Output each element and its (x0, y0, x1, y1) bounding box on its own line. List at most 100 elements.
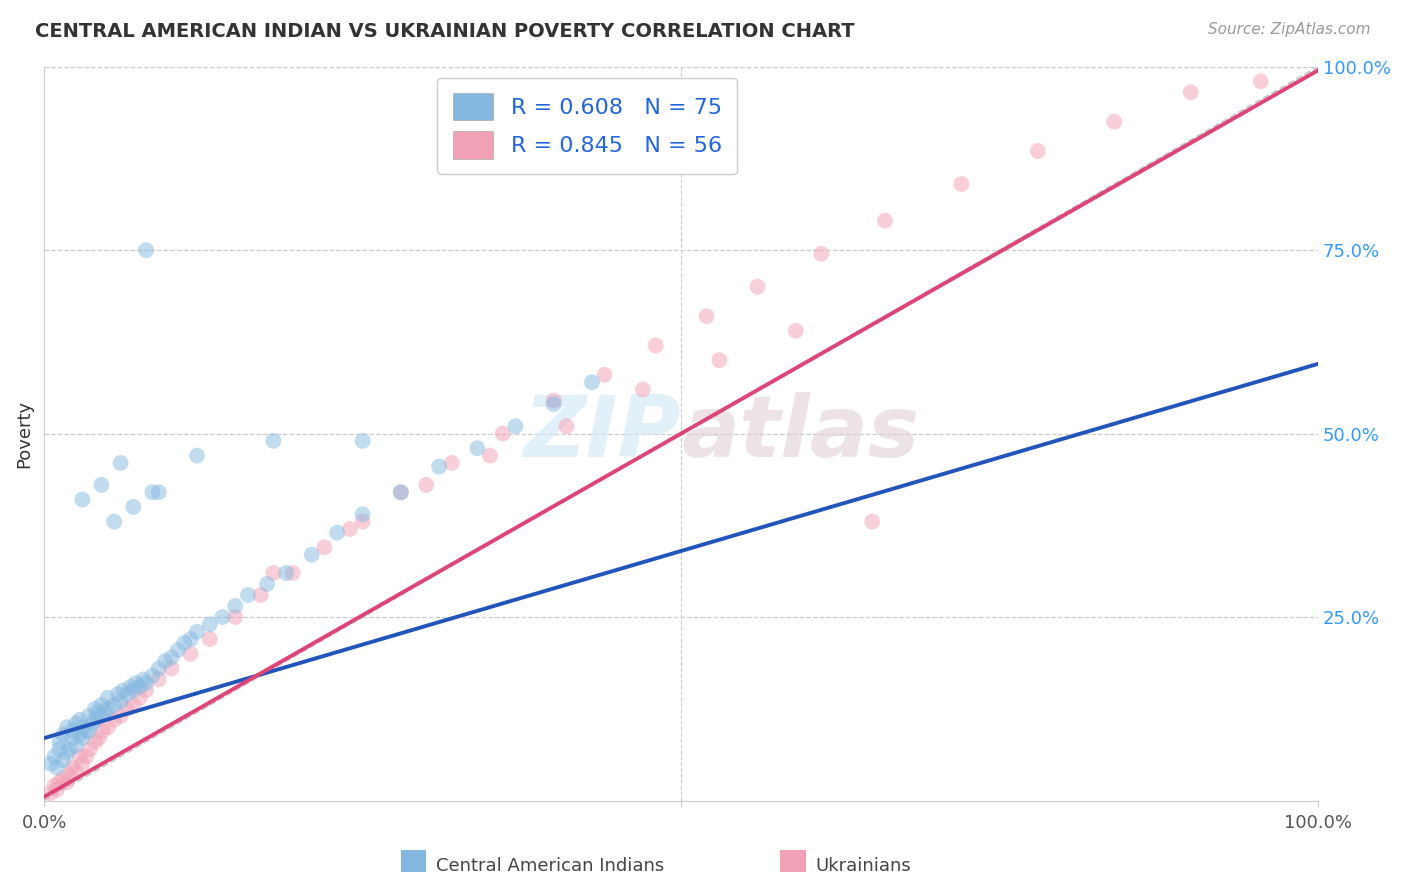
Point (65, 716, 87, 731)
Point (211, 610, 233, 624)
Point (415, 478, 437, 492)
Point (115, 687, 138, 701)
Point (48, 775, 70, 789)
Point (45, 760, 67, 774)
Point (90, 698, 112, 712)
Point (352, 434, 374, 448)
Point (153, 654, 176, 668)
Point (810, 246, 832, 260)
Text: Ukrainians: Ukrainians (815, 857, 911, 875)
Point (950, 177, 973, 191)
Point (148, 673, 170, 687)
Point (97, 720, 120, 734)
Point (440, 456, 463, 470)
Text: Central American Indians: Central American Indians (436, 857, 664, 875)
Point (135, 243, 157, 257)
Point (709, 353, 731, 368)
Point (249, 588, 271, 602)
Point (352, 508, 374, 522)
Point (1180, 85, 1202, 99)
Point (135, 676, 157, 690)
Point (122, 698, 145, 712)
Point (90, 478, 112, 492)
Point (135, 683, 157, 698)
Point (77, 709, 100, 723)
Point (122, 500, 145, 514)
Point (581, 375, 603, 389)
Point (186, 449, 208, 463)
Point (94, 706, 117, 720)
Point (110, 709, 132, 723)
Point (60, 731, 83, 745)
Text: Source: ZipAtlas.com: Source: ZipAtlas.com (1208, 22, 1371, 37)
Point (180, 647, 202, 661)
Point (180, 632, 202, 646)
Point (73, 723, 96, 738)
Point (91, 723, 114, 738)
Point (60, 723, 83, 738)
Point (173, 636, 195, 650)
Point (52, 753, 75, 767)
Point (276, 566, 298, 580)
Point (224, 610, 246, 624)
Point (39, 786, 62, 800)
Point (262, 566, 284, 580)
Point (747, 279, 769, 293)
Point (128, 690, 150, 705)
Point (262, 434, 284, 448)
Point (72, 720, 94, 734)
Point (75, 749, 97, 764)
Point (128, 680, 150, 694)
Point (97, 702, 120, 716)
Point (72, 756, 94, 771)
Point (860, 515, 883, 529)
Point (696, 309, 718, 323)
Point (44, 749, 66, 764)
Point (56, 720, 79, 734)
Point (301, 548, 323, 562)
Point (120, 680, 142, 694)
Point (103, 713, 125, 727)
Point (69, 727, 91, 741)
Y-axis label: Poverty: Poverty (15, 400, 32, 467)
Legend: R = 0.608   N = 75, R = 0.845   N = 56: R = 0.608 N = 75, R = 0.845 N = 56 (437, 78, 737, 174)
Point (77, 723, 100, 738)
Point (72, 731, 94, 745)
Point (644, 338, 666, 352)
Point (352, 515, 374, 529)
Point (84, 702, 107, 716)
Point (45, 782, 67, 797)
Point (224, 599, 246, 613)
Point (198, 632, 221, 646)
Point (122, 683, 145, 698)
Point (103, 698, 125, 712)
Point (69, 713, 91, 727)
Point (148, 661, 170, 675)
Point (160, 650, 183, 665)
Point (60, 760, 83, 774)
Point (84, 735, 107, 749)
Point (281, 566, 304, 580)
Point (505, 419, 527, 434)
Point (82, 716, 104, 731)
Point (141, 485, 163, 500)
Point (39, 756, 62, 771)
Point (110, 456, 132, 470)
Point (479, 449, 502, 463)
Point (125, 676, 148, 690)
Point (198, 617, 221, 632)
Point (86, 706, 108, 720)
Point (141, 669, 163, 683)
Point (84, 713, 107, 727)
Point (465, 442, 488, 456)
Point (160, 661, 183, 675)
Point (103, 515, 125, 529)
Point (115, 702, 138, 716)
Point (236, 588, 259, 602)
Point (314, 541, 336, 555)
Point (97, 690, 120, 705)
Point (555, 419, 578, 434)
Point (389, 485, 412, 500)
Point (69, 749, 91, 764)
Point (110, 694, 132, 708)
